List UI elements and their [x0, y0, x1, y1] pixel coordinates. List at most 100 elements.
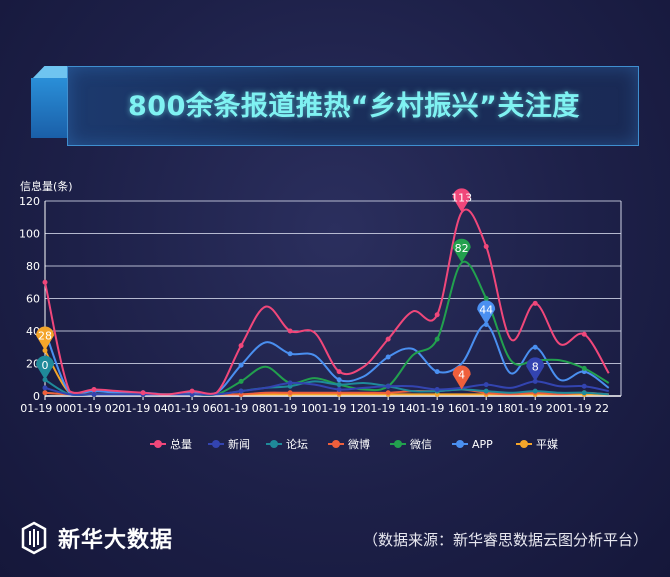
legend-label: 平媒: [536, 438, 558, 451]
legend-swatch-dot: [332, 440, 340, 448]
legend-swatch-dot: [456, 440, 464, 448]
legend-label: 总量: [170, 437, 192, 451]
x-tick-label: 01-19 02: [69, 402, 118, 415]
marker-pin: [452, 238, 471, 263]
marker-label: 113: [451, 191, 472, 204]
data-point-APP: [238, 362, 244, 368]
marker-pin: [36, 355, 54, 380]
x-tick-label: 01-19 18: [461, 402, 510, 415]
marker-总量: 113: [451, 188, 472, 213]
y-tick-label: 20: [26, 358, 40, 371]
y-tick-label: 80: [26, 260, 40, 273]
cube-front-face: [31, 78, 67, 138]
logo-text: 新华大数据: [58, 528, 174, 553]
marker-label: 82: [455, 242, 469, 255]
data-point-总量: [189, 388, 195, 394]
legend-swatch-dot: [520, 440, 528, 448]
data-point-APP: [434, 369, 440, 375]
legend-item-微信: 微信: [390, 437, 432, 451]
data-point-新闻: [434, 387, 440, 392]
data-point-论坛: [336, 382, 342, 388]
data-point-总量: [238, 343, 244, 349]
data-point-总量: [434, 312, 440, 318]
data-point-新闻: [483, 382, 489, 388]
marker-label: 44: [479, 304, 493, 317]
data-point-微信: [483, 296, 489, 301]
series-line-总量: [44, 208, 610, 396]
x-tick-label: 01-19 04: [118, 402, 167, 415]
data-point-总量: [336, 369, 342, 375]
marker-微博: 4: [452, 365, 471, 390]
data-point-APP: [336, 377, 342, 383]
x-tick-label: 01-19 14: [363, 402, 412, 415]
marker-微信: 82: [452, 238, 471, 263]
data-point-论坛: [532, 388, 538, 394]
data-point-新闻: [238, 388, 244, 394]
data-point-微信: [238, 378, 244, 384]
y-tick-label: 100: [19, 228, 40, 241]
y-tick-label: 120: [19, 195, 40, 208]
data-point-新闻: [42, 385, 48, 391]
marker-pin: [452, 188, 471, 213]
data-point-微博: [42, 390, 48, 396]
legend-label: APP: [472, 438, 493, 451]
data-point-微信: [434, 336, 440, 342]
data-point-总量: [287, 328, 293, 334]
x-tick-label: 01-19 00: [20, 402, 69, 415]
marker-平媒: 28: [36, 326, 54, 351]
title-banner: 800余条报道推热“乡村振兴”关注度: [31, 66, 639, 152]
marker-label: 28: [38, 330, 52, 343]
x-tick-label: 01-19 06: [167, 402, 216, 415]
legend-label: 新闻: [228, 437, 250, 451]
legend-label: 微信: [410, 437, 432, 451]
y-axis-label: 信息量(条): [20, 179, 73, 193]
y-tick-label: 60: [26, 293, 40, 306]
legend-item-微博: 微博: [328, 437, 370, 451]
banner-box: 800余条报道推热“乡村振兴”关注度: [67, 66, 639, 146]
marker-pin: [526, 357, 545, 382]
series-line-微信: [44, 260, 610, 397]
data-point-新闻: [336, 387, 342, 392]
x-tick-label: 01-19 20: [510, 402, 559, 415]
data-point-总量: [483, 244, 489, 249]
data-point-论坛: [581, 390, 587, 396]
legend-item-平媒: 平媒: [516, 438, 558, 451]
data-point-总量: [532, 300, 538, 306]
marker-pin: [477, 300, 496, 325]
data-point-新闻: [385, 383, 391, 389]
legend-swatch-dot: [270, 440, 278, 448]
data-point-微博: [287, 390, 293, 396]
xinhua-logo-icon: [21, 521, 47, 555]
legend-item-APP: APP: [452, 438, 493, 451]
marker-pin: [36, 326, 54, 351]
data-point-微信: [581, 365, 587, 371]
data-point-APP: [385, 354, 391, 360]
legend-swatch-dot: [154, 440, 162, 448]
marker-label: 8: [532, 360, 539, 373]
data-point-总量: [385, 336, 391, 342]
x-tick-label: 01-19 10: [265, 402, 314, 415]
data-point-APP: [287, 351, 293, 357]
y-tick-label: 0: [33, 390, 40, 403]
x-tick-label: 01-19 16: [412, 402, 461, 415]
data-point-论坛: [483, 388, 489, 394]
marker-label: 0: [42, 359, 49, 372]
data-point-总量: [91, 387, 97, 392]
legend-label: 微博: [348, 437, 370, 451]
data-point-总量: [581, 331, 587, 337]
data-point-微博: [385, 390, 391, 396]
footer-logo: 新华大数据: [20, 520, 173, 556]
data-point-APP: [532, 344, 538, 350]
legend-item-新闻: 新闻: [208, 437, 250, 451]
marker-label: 4: [458, 369, 465, 382]
data-point-新闻: [581, 383, 587, 389]
marker-APP: 44: [477, 300, 496, 325]
legend-item-总量: 总量: [150, 437, 192, 451]
x-tick-label: 01-19 08: [216, 402, 265, 415]
data-point-总量: [42, 279, 48, 285]
legend-item-论坛: 论坛: [266, 437, 308, 451]
legend-label: 论坛: [286, 437, 308, 451]
data-point-总量: [140, 390, 146, 396]
data-source-note: （数据来源：新华睿思数据云图分析平台）: [362, 531, 648, 549]
marker-pin: [452, 365, 471, 390]
